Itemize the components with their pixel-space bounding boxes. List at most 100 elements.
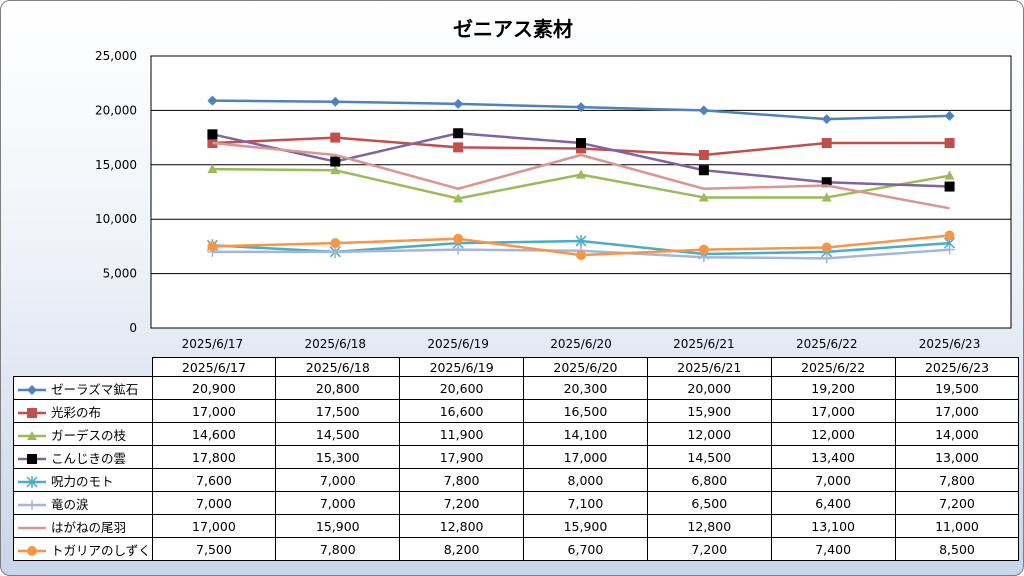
data-label: 11,000 bbox=[894, 514, 1020, 538]
table-row: ガーデスの枝 14,600 14,500 11,900 14,100 12,000 12,0… bbox=[13, 422, 1020, 446]
legend-label: ゼーラズマ鉱石 bbox=[51, 381, 139, 397]
table-header-row: 2025/6/17 2025/6/18 2025/6/19 2025/6/20 2025… bbox=[14, 357, 1020, 377]
table-row: 呪力のモト 7,600 7,000 7,800 8,000 6,800 7,000 7,800 bbox=[13, 468, 1020, 492]
data-label: 15,900 bbox=[646, 399, 772, 423]
data-point bbox=[453, 244, 464, 255]
legend-key bbox=[18, 546, 46, 556]
data-label: 15,900 bbox=[275, 514, 401, 538]
data-label: 17,000 bbox=[151, 514, 277, 538]
data-point bbox=[576, 138, 586, 149]
data-label: 7,000 bbox=[770, 468, 896, 492]
x-tick-label: 2025/6/21 bbox=[673, 337, 735, 351]
chart-title: ゼニアス素材 bbox=[453, 17, 573, 41]
legend-label: こんじきの雲 bbox=[51, 450, 127, 466]
x-tick-label: 2025/6/20 bbox=[550, 337, 612, 351]
data-label: 15,900 bbox=[523, 514, 648, 538]
table-row: 竜の涙 7,000 7,000 7,200 7,100 6,500 6,400 7,200 bbox=[13, 491, 1020, 515]
data-point bbox=[576, 250, 586, 261]
data-point bbox=[821, 253, 832, 264]
data-label: 12,800 bbox=[399, 514, 525, 538]
series-3 bbox=[207, 128, 955, 192]
table-header-cell: 2025/6/18 bbox=[275, 357, 401, 377]
data-point bbox=[330, 132, 341, 143]
legend-key bbox=[18, 385, 46, 395]
data-point bbox=[575, 234, 587, 247]
data-label: 17,000 bbox=[894, 399, 1020, 423]
table-header-cell: 2025/6/22 bbox=[770, 357, 896, 377]
data-label: 17,000 bbox=[151, 399, 277, 423]
data-point bbox=[453, 98, 464, 109]
data-label: 14,500 bbox=[275, 422, 401, 446]
table-corner bbox=[14, 358, 153, 377]
data-label: 20,600 bbox=[399, 376, 525, 400]
data-label: 6,400 bbox=[770, 491, 896, 515]
legend-key bbox=[18, 408, 46, 418]
table-header-cell: 2025/6/20 bbox=[523, 357, 648, 377]
legend-cell: 竜の涙 bbox=[13, 491, 153, 515]
data-point bbox=[207, 164, 218, 174]
data-point bbox=[698, 244, 709, 255]
data-label: 7,200 bbox=[399, 491, 525, 515]
legend-key bbox=[18, 431, 46, 440]
data-point bbox=[944, 110, 955, 121]
data-label: 7,000 bbox=[275, 468, 401, 492]
data-label: 20,900 bbox=[151, 376, 277, 400]
data-label: 7,500 bbox=[151, 537, 277, 561]
data-label: 7,100 bbox=[523, 491, 648, 515]
data-label: 19,500 bbox=[894, 376, 1020, 400]
legend-key bbox=[18, 476, 46, 488]
data-label: 7,800 bbox=[399, 468, 525, 492]
data-point bbox=[26, 476, 38, 488]
data-label: 13,100 bbox=[770, 514, 896, 538]
legend-label: 呪力のモト bbox=[51, 473, 114, 489]
legend-key bbox=[18, 500, 46, 510]
data-point bbox=[207, 129, 218, 140]
y-tick-label: 10,000 bbox=[95, 212, 137, 226]
x-tick-label: 2025/6/18 bbox=[305, 337, 367, 351]
y-tick-label: 15,000 bbox=[95, 158, 137, 172]
data-label: 7,000 bbox=[275, 491, 401, 515]
data-label: 8,500 bbox=[894, 537, 1020, 561]
data-point bbox=[576, 143, 586, 154]
data-point bbox=[207, 95, 218, 106]
data-label: 20,000 bbox=[646, 376, 772, 400]
data-label: 17,900 bbox=[399, 445, 525, 469]
data-point bbox=[27, 431, 37, 440]
legend-cell: 呪力のモト bbox=[13, 468, 153, 492]
x-tick-label: 2025/6/23 bbox=[919, 337, 981, 351]
data-point bbox=[821, 242, 832, 253]
data-label: 16,600 bbox=[399, 399, 525, 423]
data-point bbox=[576, 102, 586, 113]
x-tick-label: 2025/6/22 bbox=[796, 337, 858, 351]
data-label: 7,200 bbox=[894, 491, 1020, 515]
series-2 bbox=[207, 164, 955, 203]
data-point bbox=[821, 192, 832, 202]
data-label: 7,000 bbox=[151, 491, 277, 515]
data-point bbox=[821, 177, 832, 188]
y-tick-label: 5,000 bbox=[103, 267, 137, 281]
data-point bbox=[453, 233, 464, 244]
x-tick-label: 2025/6/17 bbox=[182, 337, 244, 351]
table-header-cell: 2025/6/19 bbox=[399, 357, 525, 377]
legend-label: はがねの尾羽 bbox=[51, 519, 127, 535]
data-label: 15,300 bbox=[275, 445, 401, 469]
data-label: 17,000 bbox=[770, 399, 896, 423]
data-label: 13,400 bbox=[770, 445, 896, 469]
legend-key bbox=[18, 526, 46, 530]
data-label: 12,000 bbox=[646, 422, 772, 446]
data-label: 20,800 bbox=[275, 376, 401, 400]
data-label: 6,500 bbox=[646, 491, 772, 515]
data-point bbox=[330, 165, 341, 175]
data-point bbox=[330, 156, 341, 167]
data-point bbox=[944, 230, 955, 241]
legend-label: 光彩の布 bbox=[51, 404, 102, 420]
data-point bbox=[698, 105, 709, 116]
data-label: 17,000 bbox=[523, 445, 648, 469]
table-row: ゼーラズマ鉱石 20,900 20,800 20,600 20,300 20,000 19,… bbox=[13, 376, 1020, 400]
data-label: 17,500 bbox=[275, 399, 401, 423]
data-point bbox=[821, 114, 832, 125]
data-point bbox=[27, 546, 37, 556]
legend-cell: ゼーラズマ鉱石 bbox=[13, 376, 153, 400]
